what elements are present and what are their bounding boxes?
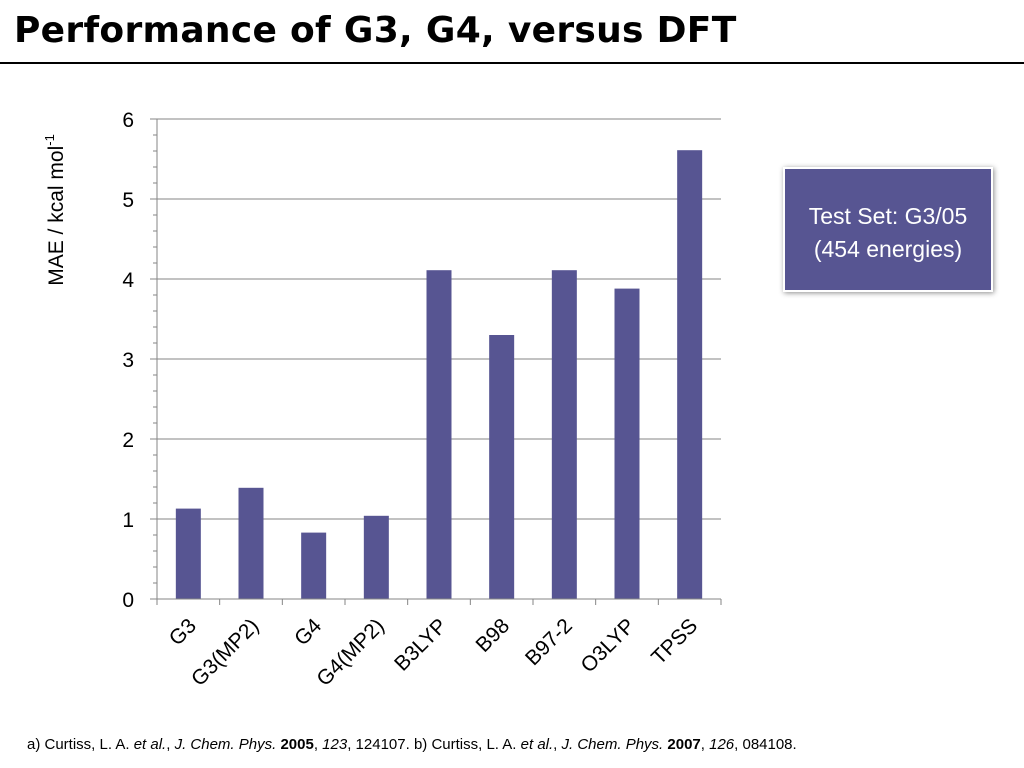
y-axis-label: MAE / kcal mol-1 xyxy=(42,134,68,286)
bar-b3lyp xyxy=(426,270,452,599)
y-tick-label: 2 xyxy=(122,429,134,452)
y-tick-label: 6 xyxy=(122,109,134,132)
x-tick-label: B97-2 xyxy=(521,614,577,670)
y-axis-label-text: MAE / kcal mol xyxy=(45,146,68,286)
y-tick-label: 1 xyxy=(122,509,134,532)
bar-g4 xyxy=(301,532,327,599)
bar-b97-2 xyxy=(551,270,577,599)
bar-b98 xyxy=(489,335,515,599)
bar-g3-mp2 xyxy=(238,487,264,599)
x-tick-label: G3 xyxy=(165,614,201,650)
y-tick-label: 0 xyxy=(122,589,134,612)
test-set-label: Test Set: G3/05 xyxy=(808,203,968,229)
x-tick-label: TPSS xyxy=(647,614,702,669)
energy-count-label: (454 energies) xyxy=(813,236,963,262)
bar-o3lyp xyxy=(614,288,640,599)
test-set-callout: Test Set: G3/05 (454 energies) xyxy=(783,167,993,292)
title-divider xyxy=(0,62,1024,64)
x-tick-label: B3LYP xyxy=(390,614,451,675)
bar-g4-mp2 xyxy=(363,515,389,599)
y-axis-label-superscript: -1 xyxy=(42,134,57,146)
citation-footnote: a) Curtiss, L. A. et al., J. Chem. Phys.… xyxy=(27,736,797,753)
slide-title: Performance of G3, G4, versus DFT xyxy=(14,10,737,51)
x-tick-label: B98 xyxy=(472,614,515,657)
x-tick-label: O3LYP xyxy=(576,614,639,677)
x-tick-label: G4 xyxy=(290,614,326,650)
bar-g3 xyxy=(175,508,201,599)
x-tick-label: G3(MP2) xyxy=(187,614,264,691)
y-tick-label: 4 xyxy=(122,269,134,292)
y-tick-label: 5 xyxy=(122,189,134,212)
x-tick-label: G4(MP2) xyxy=(312,614,389,691)
y-tick-label: 3 xyxy=(122,349,134,372)
bar-tpss xyxy=(677,150,703,599)
